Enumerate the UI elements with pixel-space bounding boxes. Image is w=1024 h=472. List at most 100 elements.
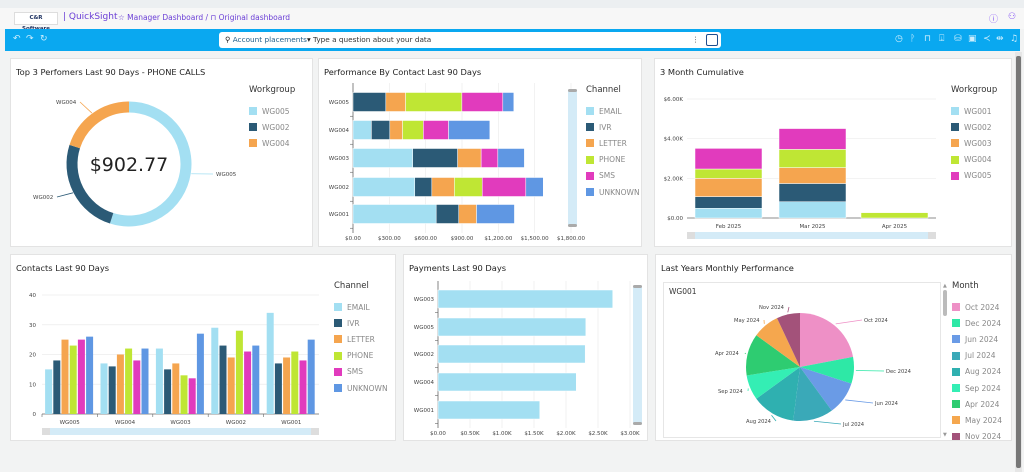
- bar[interactable]: [133, 360, 141, 414]
- bar-segment[interactable]: [694, 168, 763, 179]
- bar[interactable]: [188, 378, 196, 414]
- bar-segment[interactable]: [502, 92, 515, 112]
- legend-item[interactable]: Sep 2024: [952, 380, 1002, 396]
- legend-scrollbar[interactable]: ▲ ▼: [943, 283, 947, 438]
- legend-item[interactable]: IVR: [586, 119, 640, 135]
- question-input[interactable]: Type a question about your data: [313, 35, 432, 44]
- bar-segment[interactable]: [412, 148, 458, 168]
- bar[interactable]: [100, 363, 108, 414]
- legend-item[interactable]: EMAIL: [334, 299, 388, 315]
- legend-item[interactable]: WG002: [951, 119, 997, 135]
- bar-segment[interactable]: [778, 128, 847, 150]
- legend-item[interactable]: PHONE: [334, 348, 388, 364]
- schedule-icon[interactable]: ◷: [895, 34, 903, 44]
- bar-segment[interactable]: [431, 177, 455, 197]
- scroll-handle-top[interactable]: [568, 89, 577, 92]
- bar[interactable]: [299, 360, 307, 414]
- bar-segment[interactable]: [352, 92, 387, 112]
- legend-item[interactable]: WG005: [951, 168, 997, 184]
- bar[interactable]: [53, 360, 61, 414]
- bar-segment[interactable]: [454, 177, 483, 197]
- pie-slice[interactable]: [756, 367, 800, 421]
- user-icon[interactable]: ⚇: [1008, 12, 1017, 22]
- scroll-handle-top[interactable]: [633, 285, 642, 288]
- scroll-handle-left[interactable]: [687, 232, 695, 239]
- pie-slice[interactable]: [746, 335, 800, 376]
- bar[interactable]: [274, 363, 282, 414]
- bar-segment[interactable]: [457, 148, 482, 168]
- pie-slice[interactable]: [800, 356, 854, 384]
- legend-item[interactable]: WG004: [951, 152, 997, 168]
- legend-item[interactable]: Dec 2024: [952, 315, 1002, 331]
- legend-item[interactable]: IVR: [334, 315, 388, 331]
- breadcrumb-sheet[interactable]: Original dashboard: [218, 13, 291, 22]
- bar[interactable]: [219, 345, 227, 414]
- bar-segment[interactable]: [481, 177, 527, 197]
- scroll-handle-bottom[interactable]: [633, 422, 642, 425]
- bar[interactable]: [180, 375, 188, 414]
- q-search-bar[interactable]: ⚲ Account placements▾ Type a question ab…: [219, 32, 721, 48]
- reset-icon[interactable]: ↻: [40, 34, 48, 44]
- legend-item[interactable]: UNKNOWN: [586, 184, 640, 200]
- bar-segment[interactable]: [371, 120, 391, 140]
- bar[interactable]: [86, 336, 94, 414]
- bar-segment[interactable]: [458, 204, 477, 224]
- legend-item[interactable]: Jun 2024: [952, 331, 1002, 347]
- bar[interactable]: [77, 339, 85, 414]
- bar[interactable]: [172, 363, 180, 414]
- bar[interactable]: [266, 312, 274, 414]
- grouped-column-chart[interactable]: 0 10 20 30 40 WG005 WG004 WG003 WG002 WG001: [11, 255, 397, 442]
- scroll-handle-bottom[interactable]: [568, 224, 577, 227]
- bar-chart[interactable]: $0.00 $0.50K $1.00K $1.50K $2.00K $2.50K $3.00…: [404, 255, 649, 442]
- pie-slice[interactable]: [746, 367, 800, 399]
- page-scrollbar[interactable]: [1015, 52, 1022, 472]
- star-icon[interactable]: ☆: [118, 13, 125, 22]
- bar[interactable]: [164, 369, 172, 414]
- save-icon[interactable]: ▣: [968, 34, 977, 44]
- legend-item[interactable]: UNKNOWN: [334, 380, 388, 396]
- pie-slice[interactable]: [793, 367, 832, 421]
- bar[interactable]: [227, 357, 235, 414]
- download-icon[interactable]: ⍗: [939, 34, 945, 44]
- bookmark-icon[interactable]: ⊓: [924, 34, 932, 44]
- legend-item[interactable]: SMS: [334, 364, 388, 380]
- donut-slice[interactable]: [66, 144, 114, 224]
- more-icon[interactable]: ⋮: [691, 35, 699, 44]
- scroll-handle-right[interactable]: [928, 232, 936, 239]
- donut-chart[interactable]: WG005 WG002 WG004 $902.77: [11, 59, 314, 248]
- bar-segment[interactable]: [437, 372, 577, 392]
- legend-item[interactable]: EMAIL: [586, 103, 640, 119]
- redo-icon[interactable]: ↷: [26, 34, 34, 44]
- fit-width-icon[interactable]: ⇹: [996, 34, 1004, 44]
- data-icon[interactable]: ⛁: [954, 34, 962, 44]
- bar-segment[interactable]: [480, 148, 499, 168]
- chart-scrollbar[interactable]: [687, 232, 936, 239]
- three-month-cumulative-panel[interactable]: 3 Month Cumulative $0.00 $2.00K $4.00K $6.0…: [654, 58, 1012, 247]
- legend-item[interactable]: WG003: [951, 135, 997, 151]
- legend-item[interactable]: PHONE: [586, 152, 640, 168]
- scroll-handle-right[interactable]: [311, 428, 319, 435]
- bar-segment[interactable]: [352, 204, 437, 224]
- bar-segment[interactable]: [778, 183, 847, 202]
- bookmark-icon[interactable]: ⊓: [210, 13, 217, 22]
- bar-segment[interactable]: [448, 120, 491, 140]
- bar[interactable]: [244, 351, 252, 414]
- branch-icon[interactable]: ᚹ: [910, 34, 916, 44]
- bar[interactable]: [291, 351, 299, 414]
- legend-item[interactable]: WG004: [249, 135, 295, 151]
- legend-item[interactable]: LETTER: [586, 135, 640, 151]
- bar[interactable]: [116, 354, 124, 415]
- bar[interactable]: [125, 348, 133, 414]
- monthly-performance-panel[interactable]: Last Years Monthly Performance WG001 Oct…: [655, 254, 1012, 441]
- share-icon[interactable]: ≺: [983, 34, 991, 44]
- scroll-handle-left[interactable]: [42, 428, 50, 435]
- alert-icon[interactable]: ♫: [1010, 34, 1019, 44]
- bar[interactable]: [211, 327, 219, 414]
- bar-segment[interactable]: [435, 204, 459, 224]
- bar-segment[interactable]: [423, 120, 449, 140]
- bar[interactable]: [61, 339, 69, 414]
- bar-segment[interactable]: [694, 178, 763, 197]
- topic-selector[interactable]: Account placements: [232, 35, 307, 44]
- bar-segment[interactable]: [461, 92, 504, 112]
- bar[interactable]: [141, 348, 149, 414]
